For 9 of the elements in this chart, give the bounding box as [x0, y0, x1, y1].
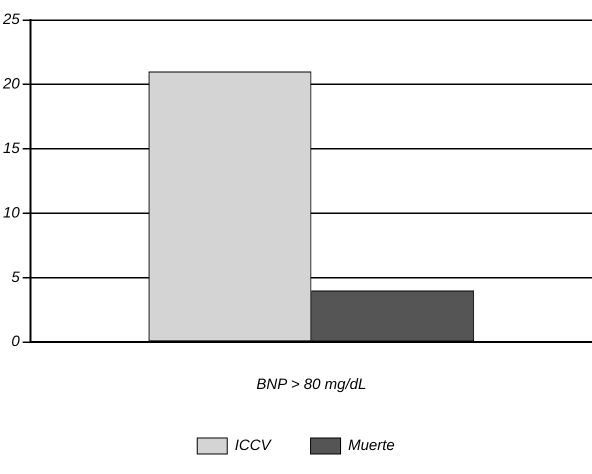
- y-tick-label: 15: [2, 140, 20, 157]
- y-tick-label: 5: [11, 268, 20, 286]
- x-axis-title: BNP > 80 mg/dL: [256, 376, 366, 394]
- y-tick-label: 10: [2, 204, 20, 222]
- legend-label: Muerte: [348, 437, 395, 454]
- legend-label: ICCV: [234, 437, 273, 454]
- y-tick-label: 20: [2, 76, 20, 93]
- y-tick-label: 25: [2, 11, 20, 28]
- y-tick-label: 0: [11, 333, 20, 350]
